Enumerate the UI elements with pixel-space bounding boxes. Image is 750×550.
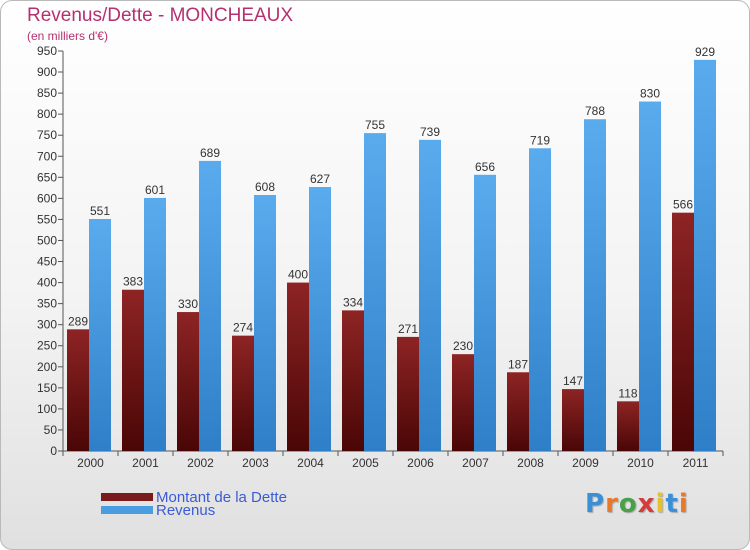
logo-letter: P [585, 489, 606, 519]
x-tick-label: 2001 [132, 456, 159, 470]
y-tick-label: 0 [50, 444, 57, 458]
x-tick-label: 2006 [407, 456, 434, 470]
value-label-revenus: 627 [310, 172, 330, 186]
y-tick-label: 900 [37, 65, 57, 79]
x-tick-label: 2004 [297, 456, 324, 470]
value-label-dette: 400 [288, 268, 308, 282]
bar-dette [122, 289, 144, 451]
value-label-revenus: 719 [530, 133, 550, 147]
value-label-revenus: 739 [420, 125, 440, 139]
x-tick-label: 2003 [242, 456, 269, 470]
value-label-revenus: 601 [145, 183, 165, 197]
x-tick-label: 2005 [352, 456, 379, 470]
value-label-dette: 230 [453, 339, 473, 353]
y-tick-label: 950 [37, 44, 57, 58]
value-label-dette: 289 [68, 314, 88, 328]
y-tick-label: 250 [37, 339, 57, 353]
x-tick-label: 2000 [77, 456, 104, 470]
bar-revenus [694, 59, 716, 452]
y-tick-label: 850 [37, 86, 57, 100]
bar-dette [287, 282, 309, 451]
bar-revenus [584, 119, 606, 452]
y-tick-label: 750 [37, 128, 57, 142]
value-label-revenus: 788 [585, 104, 605, 118]
chart-subtitle: (en milliers d'€) [27, 29, 108, 43]
y-tick-label: 650 [37, 170, 57, 184]
bar-dette [617, 401, 639, 451]
bar-dette [232, 335, 254, 451]
y-tick-label: 150 [37, 381, 57, 395]
bar-dette [397, 336, 419, 451]
y-tick-label: 550 [37, 212, 57, 226]
y-tick-label: 300 [37, 318, 57, 332]
bar-revenus [419, 139, 441, 451]
logo-letter: o [618, 489, 638, 519]
bar-revenus [254, 195, 276, 451]
value-label-revenus: 551 [90, 204, 110, 218]
bar-revenus [309, 187, 331, 451]
value-label-revenus: 689 [200, 146, 220, 160]
bar-revenus [89, 219, 111, 451]
bar-revenus [199, 160, 221, 452]
bar-revenus [364, 133, 386, 451]
value-label-dette: 118 [618, 386, 637, 400]
bar-revenus [529, 148, 551, 451]
y-tick-label: 800 [37, 107, 57, 121]
bar-dette [452, 354, 474, 451]
legend-label-dette: Montant de la Dette [156, 489, 287, 506]
y-tick-label: 50 [44, 423, 58, 437]
x-tick-label: 2008 [517, 456, 544, 470]
bar-dette [562, 389, 584, 451]
bar-dette [507, 372, 529, 451]
value-label-dette: 334 [343, 295, 363, 309]
value-label-dette: 274 [233, 321, 253, 335]
bar-dette [67, 329, 89, 451]
bar-revenus [144, 197, 166, 451]
value-label-dette: 187 [508, 357, 528, 371]
logo-letter: i [678, 489, 689, 519]
x-tick-label: 2011 [683, 456, 709, 470]
logo-letter: r [605, 489, 619, 519]
value-label-revenus: 755 [365, 118, 385, 132]
legend-swatch-revenus [101, 506, 153, 514]
proxiti-logo: Proxiti [585, 489, 689, 519]
x-tick-label: 2002 [187, 456, 214, 470]
bar-revenus [474, 174, 496, 451]
logo-letter: t [665, 489, 679, 519]
bar-revenus [639, 101, 661, 452]
value-label-revenus: 929 [695, 45, 715, 59]
legend-label-revenus: Revenus [156, 502, 216, 519]
bar-dette [672, 212, 694, 451]
logo-letter: i [655, 489, 666, 519]
y-tick-label: 600 [37, 191, 57, 205]
value-label-dette: 383 [123, 275, 143, 289]
legend-swatch-dette [101, 493, 153, 501]
x-tick-label: 2009 [572, 456, 599, 470]
value-label-dette: 271 [398, 322, 418, 336]
x-tick-label: 2010 [627, 456, 654, 470]
y-tick-label: 350 [37, 297, 57, 311]
value-label-revenus: 830 [640, 87, 660, 101]
value-label-revenus: 656 [475, 160, 495, 174]
y-tick-label: 400 [37, 276, 57, 290]
chart-title: Revenus/Dette - MONCHEAUX [27, 5, 294, 26]
y-tick-label: 100 [37, 402, 57, 416]
bar-dette [342, 310, 364, 451]
y-tick-label: 700 [37, 149, 57, 163]
y-tick-label: 500 [37, 233, 57, 247]
y-tick-label: 200 [37, 360, 57, 374]
value-label-dette: 566 [673, 198, 693, 212]
value-label-dette: 330 [178, 297, 198, 311]
x-tick-label: 2007 [462, 456, 489, 470]
bar-dette [177, 312, 199, 451]
value-label-revenus: 608 [255, 180, 275, 194]
logo-letter: x [637, 489, 656, 519]
value-label-dette: 147 [563, 374, 583, 388]
y-tick-label: 450 [37, 255, 57, 269]
